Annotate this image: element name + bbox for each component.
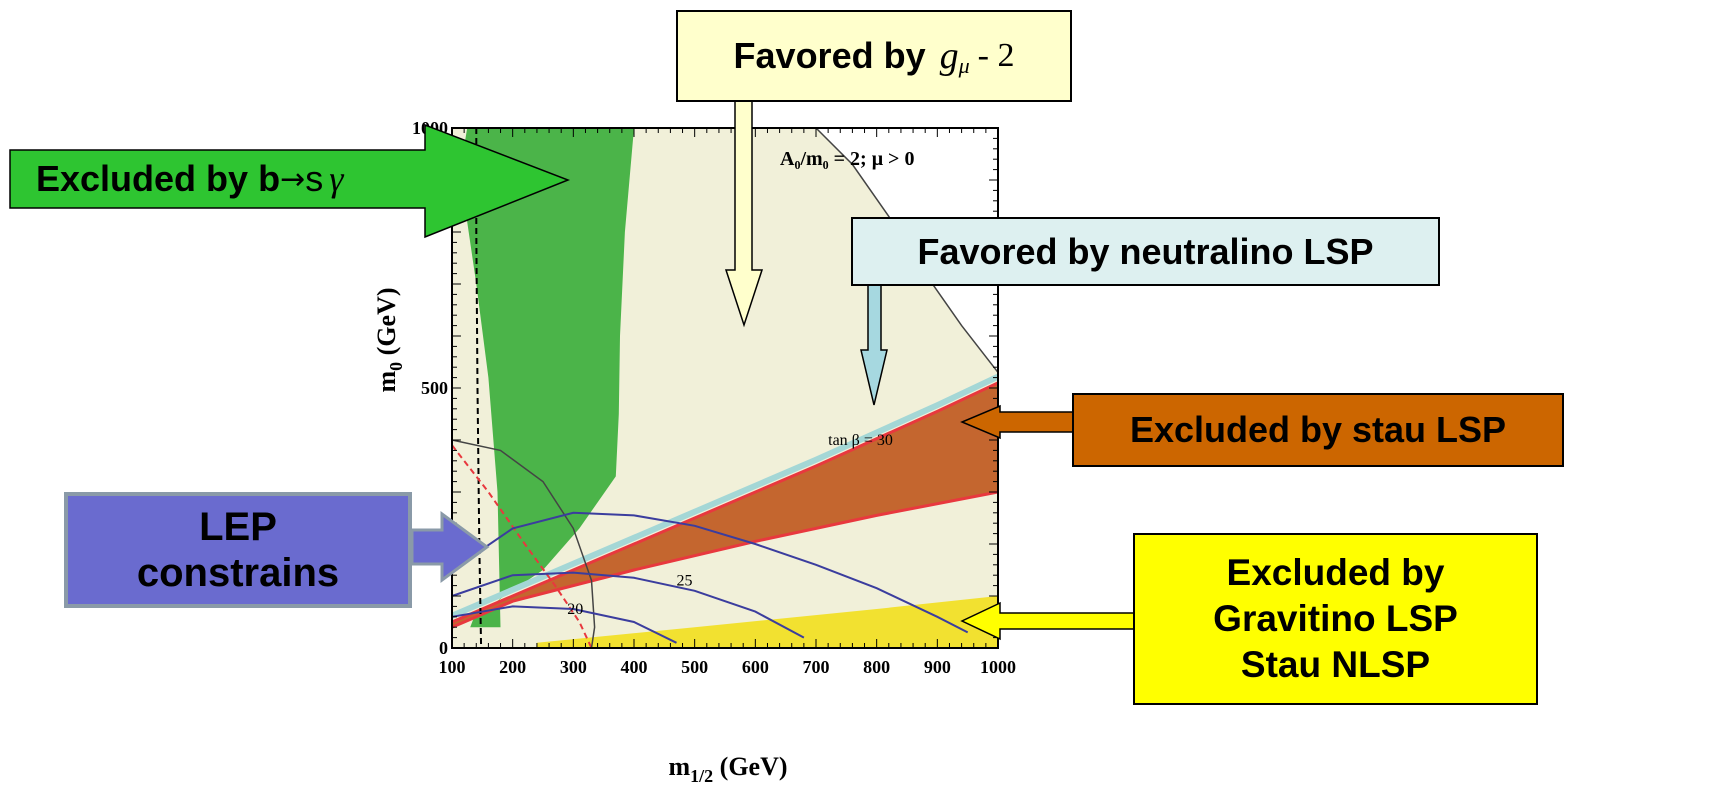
plot-layer: tan β = 30 25 20 (450, 127, 1000, 649)
gm2-callout: Favored by g μ - 2 (676, 10, 1072, 102)
gm2-arrow (724, 99, 764, 328)
lep-higgs-boundary (451, 444, 593, 649)
x-tick-label: 700 (803, 657, 830, 677)
x-tick-label: 900 (924, 657, 951, 677)
lep-chargino-boundary (475, 128, 483, 649)
contour-0 (451, 511, 969, 634)
neutralino-callout: Favored by neutralino LSP (851, 217, 1440, 286)
x-tick-label: 800 (863, 657, 890, 677)
lep-arrow (410, 511, 490, 583)
contour-1 (451, 571, 805, 639)
contour-labels: tan β = 30 25 20 (567, 432, 893, 618)
x-tick-label: 1000 (980, 657, 1016, 677)
x-tick-label: 200 (499, 657, 526, 677)
gm2-g-symbol: g (939, 35, 959, 77)
gm2-minus-two: - 2 (977, 37, 1015, 74)
gm2-mu-symbol: μ (958, 53, 970, 78)
stau-arrow (960, 404, 1076, 440)
contour-label-0: tan β = 30 (828, 432, 893, 449)
y-tick-label: 500 (421, 378, 448, 398)
tanbeta-contours (451, 511, 969, 644)
bsg-callout-text: Excluded by b → s γ (14, 152, 434, 206)
bsg-arrow-symbol: → (280, 161, 306, 197)
stau-callout-text: Excluded by stau LSP (1129, 409, 1507, 450)
lep-callout: LEP constrains (64, 492, 412, 608)
contour-label-2: 20 (567, 601, 583, 618)
x-tick-label: 300 (560, 657, 587, 677)
y-tick-label: 0 (439, 638, 448, 658)
stau-upper-boundary (451, 381, 999, 624)
x-tick-label: 400 (621, 657, 648, 677)
gravitino-arrow (960, 601, 1141, 641)
gravitino-line-1: Excluded by (1226, 552, 1445, 593)
contour-2 (451, 605, 677, 644)
bsg-prefix: Excluded by b (36, 158, 281, 199)
contour-label-1: 25 (676, 573, 692, 590)
gravitino-line-2: Gravitino LSP (1213, 598, 1458, 639)
bsg-s: s (305, 158, 324, 199)
neutralino-callout-text: Favored by neutralino LSP (917, 230, 1374, 272)
x-axis-label: m1/2 (GeV) (668, 752, 787, 785)
y-axis-label: m0 (GeV) (372, 287, 406, 392)
x-tick-label: 600 (742, 657, 769, 677)
region-stau-lsp-excluded (452, 382, 998, 628)
gm2-callout-prefix: Favored by (733, 35, 926, 76)
x-tick-label: 100 (439, 657, 466, 677)
neutralino-arrow (860, 277, 888, 406)
stau-callout: Excluded by stau LSP (1072, 393, 1564, 467)
x-tick-labels: 100 200 300 400 500 600 700 800 900 1000 (439, 657, 1017, 677)
inset-parameter-label: A₀/m₀ = 2; μ > 0 (780, 148, 914, 170)
lep-line-1: LEP (199, 505, 277, 549)
lep-line-2: constrains (136, 551, 340, 595)
stau-lower-boundary (451, 490, 999, 629)
bsg-gamma: γ (329, 159, 344, 199)
gravitino-callout: Excluded by Gravitino LSP Stau NLSP (1133, 533, 1538, 705)
x-tick-label: 500 (681, 657, 708, 677)
region-gravitino-excluded (536, 596, 998, 648)
bsg-arrow (9, 123, 571, 239)
gravitino-line-3: Stau NLSP (1240, 644, 1431, 685)
lep-contour (451, 439, 596, 649)
region-bsgamma-excluded (462, 128, 634, 628)
